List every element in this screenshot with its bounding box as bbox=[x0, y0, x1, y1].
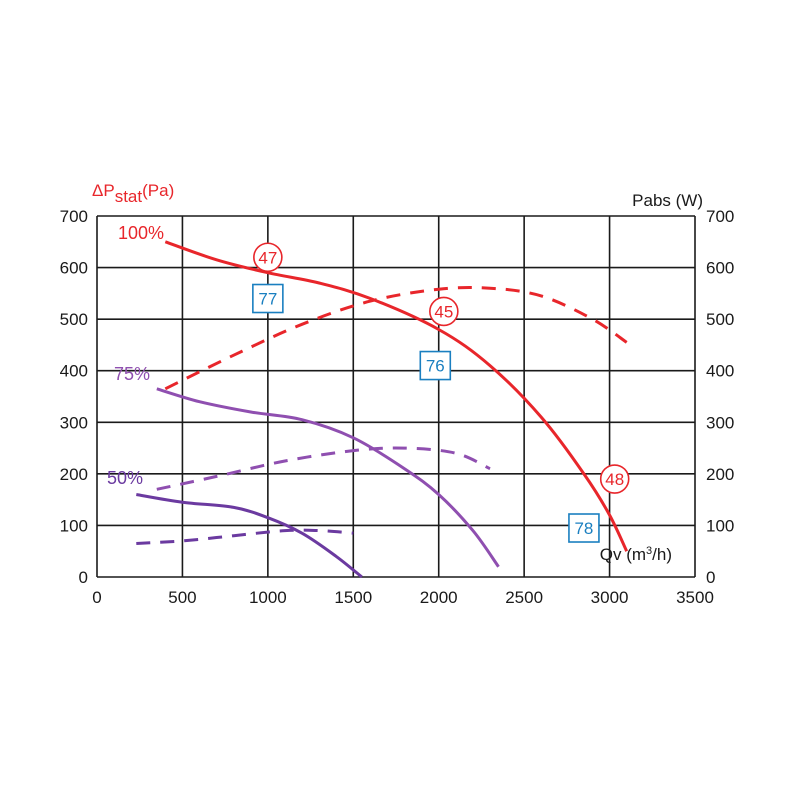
series-label-75-pct: 75% bbox=[114, 364, 150, 384]
series-label-50-pct: 50% bbox=[107, 468, 143, 488]
x-tick-label: 3500 bbox=[676, 588, 714, 607]
efficiency-square-marker: 78 bbox=[568, 513, 600, 543]
y-right-tick-label: 400 bbox=[706, 362, 734, 381]
y-left-tick-label: 700 bbox=[60, 207, 88, 226]
x-axis-title: Qv (m3/h) bbox=[600, 545, 672, 564]
square-marker-outline bbox=[568, 513, 600, 543]
y-left-tick-label: 400 bbox=[60, 362, 88, 381]
efficiency-square-marker: 77 bbox=[252, 283, 284, 314]
marker-layer: 47 45 48 77 76 78 bbox=[252, 242, 630, 543]
circle-marker-outline bbox=[429, 296, 459, 327]
square-marker-outline bbox=[419, 350, 452, 381]
x-axis-title-end: /h) bbox=[652, 545, 672, 564]
square-marker-label: 77 bbox=[258, 290, 277, 309]
y-left-tick-label: 0 bbox=[79, 568, 88, 587]
series-50-pct-pressure-line bbox=[136, 493, 363, 579]
y-right-tick-label: 600 bbox=[706, 259, 734, 278]
x-tick-label: 2500 bbox=[505, 588, 543, 607]
circle-marker-outline bbox=[599, 464, 630, 494]
circle-marker-label: 45 bbox=[434, 302, 453, 321]
grid-layer: 0 100 200 300 400 500 600 700 0 100 200 300 400 500 60… bbox=[60, 207, 735, 607]
efficiency-square-marker: 76 bbox=[419, 350, 452, 381]
x-tick-label: 3000 bbox=[591, 588, 629, 607]
y-right-tick-label: 100 bbox=[706, 516, 734, 535]
series-label-100-pct: 100% bbox=[118, 223, 164, 243]
series-100-pct-pressure-line bbox=[164, 240, 629, 552]
circle-marker-outline bbox=[253, 242, 283, 273]
series-layer bbox=[136, 240, 629, 579]
x-axis-title-main: Qv (m bbox=[600, 545, 646, 564]
x-tick-label: 500 bbox=[168, 588, 196, 607]
y-right-tick-label: 300 bbox=[706, 413, 734, 432]
efficiency-circle-marker: 48 bbox=[599, 464, 630, 494]
left-axis-title-unit: (Pa) bbox=[142, 181, 174, 200]
y-left-tick-label: 300 bbox=[60, 413, 88, 432]
x-tick-label: 2000 bbox=[420, 588, 458, 607]
left-axis-title-sub: stat bbox=[115, 187, 143, 206]
x-tick-label: 1500 bbox=[334, 588, 372, 607]
series-100-pct-power-line bbox=[164, 285, 628, 391]
square-marker-outline bbox=[252, 283, 284, 314]
y-right-tick-label: 500 bbox=[706, 310, 734, 329]
square-marker-label: 76 bbox=[426, 357, 445, 376]
efficiency-circle-marker: 47 bbox=[253, 242, 283, 273]
y-left-tick-label: 200 bbox=[60, 465, 88, 484]
circle-marker-label: 48 bbox=[605, 470, 624, 489]
y-left-tick-label: 600 bbox=[60, 259, 88, 278]
left-axis-title: ΔPstat(Pa) bbox=[92, 181, 174, 206]
y-right-tick-label: 0 bbox=[706, 568, 715, 587]
circle-marker-label: 47 bbox=[258, 248, 277, 267]
y-right-tick-label: 200 bbox=[706, 465, 734, 484]
x-tick-label: 1000 bbox=[249, 588, 287, 607]
y-right-tick-label: 700 bbox=[706, 207, 734, 226]
label-layer: ΔPstat(Pa) Pabs (W) Qv (m3/h) 100% 75% 50% bbox=[92, 181, 703, 564]
left-axis-title-main: ΔP bbox=[92, 181, 115, 200]
x-tick-label: 0 bbox=[92, 588, 101, 607]
series-75-pct-pressure-line bbox=[156, 387, 500, 568]
square-marker-label: 78 bbox=[574, 519, 593, 538]
y-left-tick-label: 500 bbox=[60, 310, 88, 329]
series-75-pct-power-line bbox=[156, 446, 491, 491]
x-axis-title-sup: 3 bbox=[646, 545, 652, 557]
efficiency-circle-marker: 45 bbox=[429, 296, 459, 327]
y-left-tick-label: 100 bbox=[60, 516, 88, 535]
right-axis-title: Pabs (W) bbox=[632, 191, 703, 210]
series-50-pct-power-line bbox=[136, 528, 354, 545]
